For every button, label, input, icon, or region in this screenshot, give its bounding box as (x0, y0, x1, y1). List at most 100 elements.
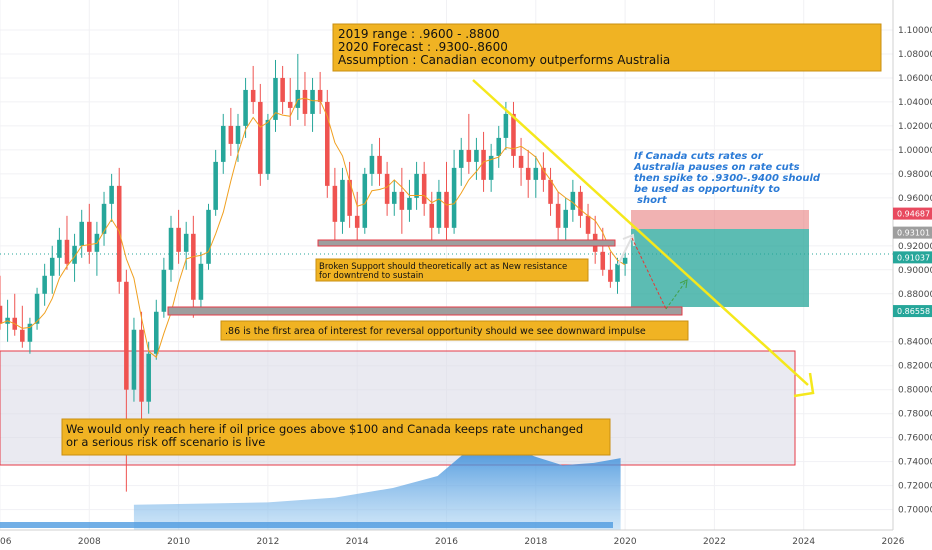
candle-body (458, 149, 464, 168)
forecast-line-3: Assumption : Canadian economy outperform… (338, 53, 670, 67)
reversal-box (220, 320, 689, 341)
candle-body (555, 203, 561, 228)
candle-body (220, 125, 226, 162)
candle-body (273, 77, 278, 120)
candle-body (101, 203, 107, 234)
y-tick-label: 0.92000 (898, 242, 932, 252)
candle-body (109, 185, 114, 204)
target-zone (631, 229, 809, 307)
price-badge-label: 0.94687 (897, 210, 930, 219)
candle-body (153, 311, 159, 354)
x-tick-label: 2014 (346, 537, 369, 547)
candle-body (258, 101, 263, 174)
candle-body (57, 239, 62, 258)
candle-body (310, 89, 315, 114)
candle-body (608, 269, 613, 282)
y-tick-label: 0.70000 (898, 506, 932, 516)
broken-support-line-2: for downtrend to sustain (319, 271, 423, 281)
y-tick-label: 1.02000 (898, 122, 932, 132)
candle-body (27, 323, 33, 342)
candle-body (585, 215, 591, 234)
candle-body (280, 77, 285, 102)
candle-body (243, 89, 248, 126)
price-axis-ticks: 1.10000 1.08000 1.06000 1.04000 1.02000 1.000… (898, 26, 932, 516)
x-tick-label: 2018 (524, 537, 547, 547)
broken-support-box (315, 258, 589, 282)
candle-body (518, 155, 524, 168)
candle-body (302, 89, 308, 114)
rebound-arrowhead (679, 279, 688, 289)
drop-arrow (631, 237, 667, 310)
scenario-line-3: then spike to .9300-.9400 should (634, 173, 821, 184)
candle-body (42, 275, 47, 294)
candle-body (563, 209, 568, 228)
y-tick-label: 0.82000 (898, 362, 932, 372)
time-axis[interactable] (0, 530, 932, 550)
y-tick-label: 1.08000 (898, 50, 932, 60)
candle-body (615, 263, 620, 282)
candle-body (444, 191, 449, 228)
x-tick-label: 2010 (167, 537, 190, 547)
candle-body (235, 125, 241, 144)
candle-body (124, 281, 129, 390)
candle-body (72, 245, 77, 264)
forecast-line-2: 2020 Forecast : .9300-.8600 (338, 40, 508, 54)
x-tick-label: 2012 (256, 537, 279, 547)
x-tick-label: 2008 (78, 537, 101, 547)
scenario-line-2: Australia pauses on rate cuts (633, 162, 800, 173)
candle-body (34, 293, 40, 324)
candle-body (525, 167, 531, 180)
y-tick-label: 0.74000 (898, 458, 932, 468)
y-tick-label: 0.88000 (898, 290, 932, 300)
price-axis[interactable] (893, 0, 932, 530)
candle-body (578, 191, 583, 216)
y-tick-label: 0.90000 (898, 266, 932, 276)
x-tick-label: 2022 (703, 537, 726, 547)
candle-body (369, 155, 375, 174)
candle-body (295, 89, 301, 108)
candle-body (325, 101, 330, 186)
price-badge (893, 251, 932, 264)
candle-body (287, 101, 293, 108)
time-axis-ticks: 2006 2008 2010 2012 2014 2016 2018 2020 2022 2024… (0, 537, 905, 547)
downtrend-arrowhead (793, 372, 815, 398)
volume-area (133, 447, 621, 530)
candle-body (87, 221, 92, 252)
spike-arrowhead (622, 233, 635, 247)
candle-body (481, 149, 486, 180)
candles-layer (0, 53, 628, 492)
x-tick-label: 2024 (792, 537, 815, 547)
candle-body (429, 203, 435, 228)
candle-body (49, 257, 55, 276)
candle-body (139, 329, 144, 402)
candle-body (354, 215, 360, 228)
oil-note-box (61, 418, 611, 456)
candle-body (161, 269, 167, 312)
candle-body (533, 167, 539, 180)
broken-support-bar (317, 239, 616, 247)
price-badge (893, 305, 932, 318)
reversal-level-bar (167, 306, 683, 316)
candle-body (407, 197, 412, 210)
candle-body (332, 185, 338, 222)
stop-zone (631, 210, 809, 229)
candle-body (414, 173, 419, 198)
price-badge (893, 226, 932, 239)
candle-body (340, 179, 345, 222)
candle-body (228, 125, 234, 144)
candle-body (206, 209, 211, 264)
candle-body (488, 155, 494, 180)
spike-arrow (617, 236, 633, 266)
y-tick-label: 0.96000 (898, 194, 932, 204)
candle-body (541, 167, 546, 180)
candle-body (79, 221, 84, 246)
candle-body (377, 155, 382, 174)
candle-body (451, 167, 457, 228)
price-badge (893, 207, 932, 220)
candle-body (503, 113, 509, 138)
scenario-line-4: be used as opportunity to (634, 184, 780, 195)
y-tick-label: 0.72000 (898, 482, 932, 492)
x-tick-label: 2026 (882, 537, 905, 547)
